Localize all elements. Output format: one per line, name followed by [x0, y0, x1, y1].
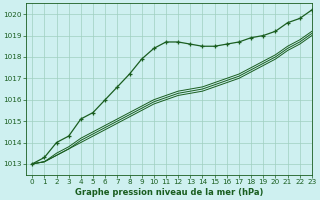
- X-axis label: Graphe pression niveau de la mer (hPa): Graphe pression niveau de la mer (hPa): [75, 188, 263, 197]
